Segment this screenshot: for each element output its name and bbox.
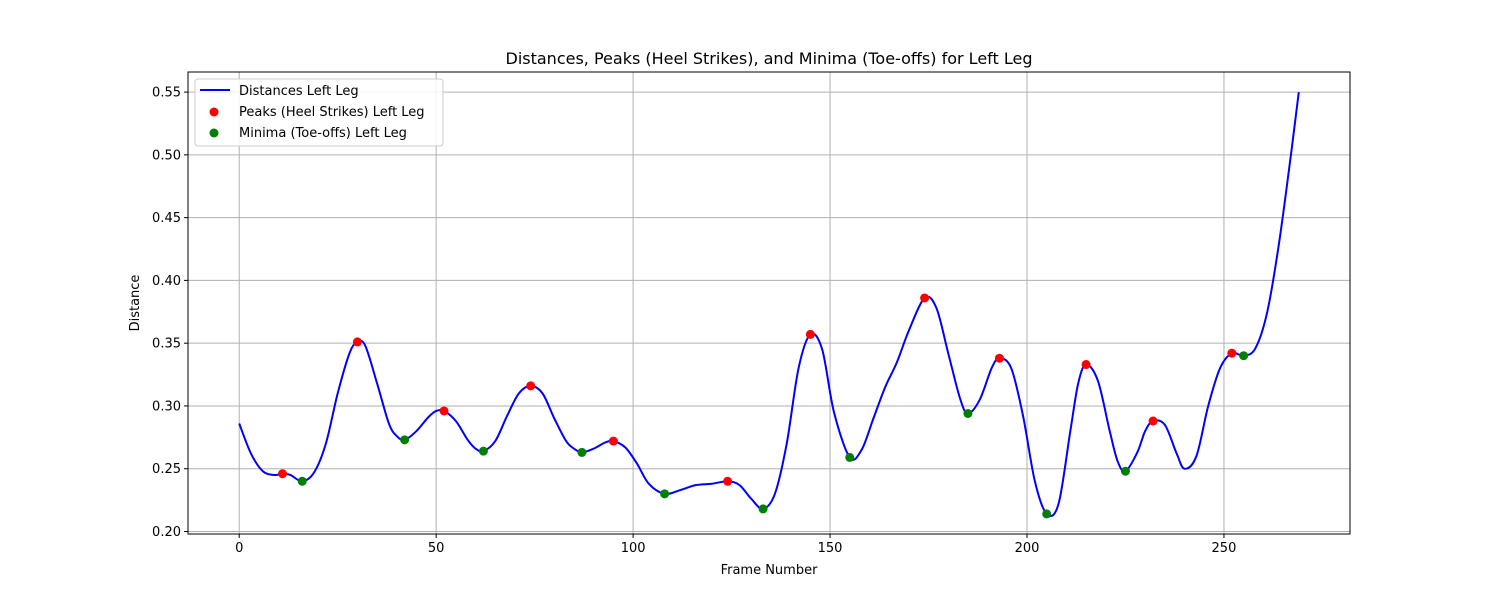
x-tick-label: 50 bbox=[428, 541, 445, 556]
y-tick-label: 0.40 bbox=[152, 274, 181, 289]
minimum-point bbox=[1239, 351, 1249, 361]
legend-min-swatch bbox=[209, 128, 219, 138]
x-tick-label: 200 bbox=[1015, 541, 1040, 556]
x-tick-label: 250 bbox=[1212, 541, 1237, 556]
minimum-point bbox=[297, 476, 307, 486]
legend: Distances Left Leg Peaks (Heel Strikes) … bbox=[194, 78, 444, 147]
y-tick-label: 0.50 bbox=[152, 148, 181, 163]
minimum-point bbox=[845, 452, 855, 462]
legend-peak-swatch bbox=[209, 107, 219, 117]
y-tick-label: 0.45 bbox=[152, 211, 181, 226]
peak-point bbox=[1148, 416, 1158, 426]
peak-point bbox=[994, 353, 1004, 363]
tick-layer: 0 50 100 150 200 250 0.20 0.25 0.30 0.35 0.40 0.45 0… bbox=[152, 86, 1236, 556]
x-tick-label: 0 bbox=[235, 541, 243, 556]
peak-point bbox=[920, 293, 930, 303]
y-tick-label: 0.20 bbox=[152, 525, 181, 540]
x-tick-label: 150 bbox=[818, 541, 843, 556]
peak-point bbox=[1081, 360, 1091, 370]
legend-label-distances: Distances Left Leg bbox=[239, 84, 359, 99]
legend-box bbox=[194, 78, 444, 147]
peak-point bbox=[805, 329, 815, 339]
y-tick-label: 0.35 bbox=[152, 337, 181, 352]
peak-point bbox=[723, 476, 733, 486]
peak-point bbox=[608, 436, 618, 446]
minimum-point bbox=[1120, 466, 1130, 476]
peak-point bbox=[439, 406, 449, 416]
minimum-point bbox=[758, 504, 768, 514]
plot-frame bbox=[187, 71, 1351, 535]
minimum-point bbox=[577, 447, 587, 457]
x-tick-label: 100 bbox=[621, 541, 646, 556]
y-tick-label: 0.25 bbox=[152, 462, 181, 477]
peak-point bbox=[526, 381, 536, 391]
x-axis-label: Frame Number bbox=[721, 563, 819, 578]
legend-label-minima: Minima (Toe-offs) Left Leg bbox=[239, 126, 407, 141]
y-tick-label: 0.55 bbox=[152, 86, 181, 101]
chart-title: Distances, Peaks (Heel Strikes), and Min… bbox=[506, 49, 1033, 68]
y-tick-label: 0.30 bbox=[152, 399, 181, 414]
peak-point bbox=[278, 469, 288, 479]
plot-layer bbox=[238, 91, 1300, 519]
y-axis-label: Distance bbox=[128, 275, 143, 332]
peak-point bbox=[1227, 348, 1237, 358]
minimum-point bbox=[963, 408, 973, 418]
peak-point bbox=[352, 337, 362, 347]
minimum-point bbox=[660, 489, 670, 499]
minimum-point bbox=[478, 446, 488, 456]
grid-layer bbox=[188, 72, 1350, 534]
legend-label-peaks: Peaks (Heel Strikes) Left Leg bbox=[239, 105, 425, 120]
minimum-point bbox=[1042, 509, 1052, 519]
minimum-point bbox=[400, 435, 410, 445]
